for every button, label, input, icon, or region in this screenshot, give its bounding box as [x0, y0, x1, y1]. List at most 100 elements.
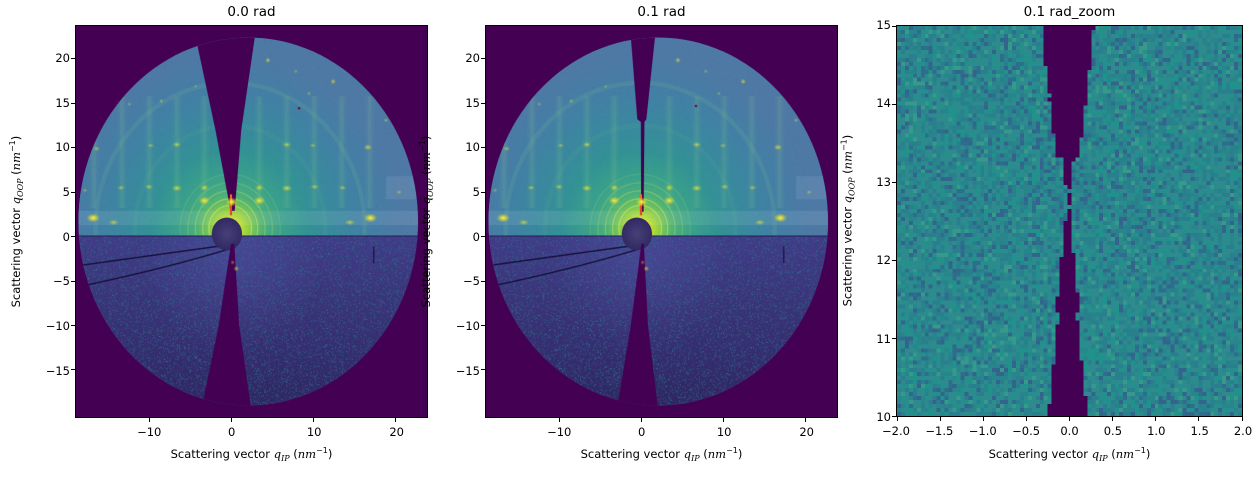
y-tick-mark — [892, 182, 896, 183]
x-tick-mark — [723, 418, 724, 422]
y-axis-label: Scattering vector qOOP (nm−1) — [418, 25, 435, 418]
y-tick-label: 10 — [465, 140, 480, 154]
y-tick-label: 10 — [55, 140, 70, 154]
x-tick-label: −1.0 — [969, 424, 997, 438]
x-axis-label: Scattering vector qIP (nm−1) — [75, 446, 428, 464]
panel-title: 0.0 rad — [75, 3, 428, 21]
y-axis-label: Scattering vector qOOP (nm−1) — [839, 25, 856, 417]
x-tick-mark — [149, 418, 150, 422]
y-tick-mark — [481, 325, 485, 326]
y-tick-mark — [71, 192, 75, 193]
y-tick-label: −15 — [46, 364, 70, 378]
y-tick-mark — [71, 58, 75, 59]
y-tick-mark — [481, 369, 485, 370]
x-tick-mark — [805, 418, 806, 422]
plot-area — [485, 25, 838, 418]
y-tick-mark — [481, 236, 485, 237]
y-tick-mark — [892, 260, 896, 261]
x-tick-label: −10 — [137, 425, 161, 439]
y-tick-label: 15 — [465, 96, 480, 110]
y-tick-label: 20 — [55, 51, 70, 65]
y-tick-mark — [481, 103, 485, 104]
x-axis-ticks: −10 0 10 20 — [485, 425, 838, 441]
x-axis-label: Scattering vector qIP (nm−1) — [896, 446, 1243, 464]
y-tick-label: 11 — [876, 332, 891, 346]
scattering-heatmap-image — [76, 26, 427, 417]
y-tick-mark — [892, 338, 896, 339]
x-axis-label: Scattering vector qIP (nm−1) — [485, 446, 838, 464]
x-tick-mark — [940, 417, 941, 421]
y-tick-mark — [71, 281, 75, 282]
y-tick-label: 5 — [63, 185, 70, 199]
x-tick-mark — [641, 418, 642, 422]
y-axis-ticks: 20 15 10 5 0 −5 −10 −15 — [30, 25, 70, 418]
x-tick-label: −0.5 — [1012, 424, 1040, 438]
y-tick-mark — [892, 26, 896, 27]
y-tick-mark — [892, 104, 896, 105]
x-axis-ticks: −2.0 −1.5 −1.0 −0.5 0.0 0.5 1.0 1.5 2.0 — [896, 424, 1243, 440]
x-tick-mark — [1026, 417, 1027, 421]
y-tick-label: −10 — [456, 319, 480, 333]
x-tick-label: 0 — [638, 425, 645, 439]
y-tick-label: 5 — [473, 185, 480, 199]
x-tick-mark — [313, 418, 314, 422]
y-tick-mark — [481, 281, 485, 282]
y-tick-label: 15 — [876, 18, 891, 32]
x-tick-label: 10 — [717, 425, 732, 439]
x-tick-mark — [983, 417, 984, 421]
y-axis-label: Scattering vector qOOP (nm−1) — [8, 25, 25, 418]
y-tick-label: −15 — [456, 364, 480, 378]
x-tick-mark — [1155, 417, 1156, 421]
y-tick-mark — [481, 192, 485, 193]
y-tick-label: 12 — [876, 253, 891, 267]
y-tick-label: 10 — [876, 410, 891, 424]
y-tick-label: 20 — [465, 51, 480, 65]
x-tick-label: 1.0 — [1147, 424, 1165, 438]
panel-title: 0.1 rad — [485, 3, 838, 21]
y-tick-mark — [71, 325, 75, 326]
y-tick-label: 0 — [63, 230, 70, 244]
x-tick-mark — [559, 418, 560, 422]
x-tick-label: 2.0 — [1234, 424, 1252, 438]
x-tick-label: 0 — [228, 425, 235, 439]
panel-title: 0.1 rad_zoom — [896, 3, 1243, 21]
y-tick-mark — [71, 147, 75, 148]
x-tick-mark — [1198, 417, 1199, 421]
y-tick-label: −5 — [463, 274, 480, 288]
x-tick-label: −2.0 — [882, 424, 910, 438]
x-tick-mark — [897, 417, 898, 421]
x-tick-mark — [1112, 417, 1113, 421]
x-tick-mark — [1069, 417, 1070, 421]
y-tick-label: −10 — [46, 319, 70, 333]
scattering-heatmap-image — [486, 26, 837, 417]
y-tick-label: 14 — [876, 96, 891, 110]
matplotlib-figure: 0.0 rad −10 0 10 20 20 15 10 5 0 −5 −10 −15 Scatte… — [0, 0, 1259, 478]
y-tick-mark — [892, 416, 896, 417]
y-tick-label: 13 — [876, 175, 891, 189]
x-tick-label: −10 — [547, 425, 571, 439]
y-tick-label: 0 — [473, 230, 480, 244]
x-tick-label: 20 — [389, 425, 404, 439]
y-axis-ticks: 15 14 13 12 11 10 — [851, 25, 891, 417]
y-axis-ticks: 20 15 10 5 0 −5 −10 −15 — [440, 25, 480, 418]
plot-area — [75, 25, 428, 418]
y-tick-mark — [71, 236, 75, 237]
x-tick-label: 20 — [799, 425, 814, 439]
y-tick-mark — [481, 147, 485, 148]
x-tick-mark — [231, 418, 232, 422]
y-tick-label: 15 — [55, 96, 70, 110]
x-tick-mark — [1242, 417, 1243, 421]
zoom-heatmap-image — [897, 26, 1242, 416]
x-tick-label: 1.5 — [1190, 424, 1208, 438]
x-tick-label: −1.5 — [925, 424, 953, 438]
x-tick-label: 0.5 — [1104, 424, 1122, 438]
x-axis-ticks: −10 0 10 20 — [75, 425, 428, 441]
y-tick-label: −5 — [53, 274, 70, 288]
plot-area — [896, 25, 1243, 417]
y-tick-mark — [71, 103, 75, 104]
y-tick-mark — [71, 369, 75, 370]
x-tick-mark — [395, 418, 396, 422]
x-tick-label: 0.0 — [1060, 424, 1078, 438]
y-tick-mark — [481, 58, 485, 59]
x-tick-label: 10 — [307, 425, 322, 439]
